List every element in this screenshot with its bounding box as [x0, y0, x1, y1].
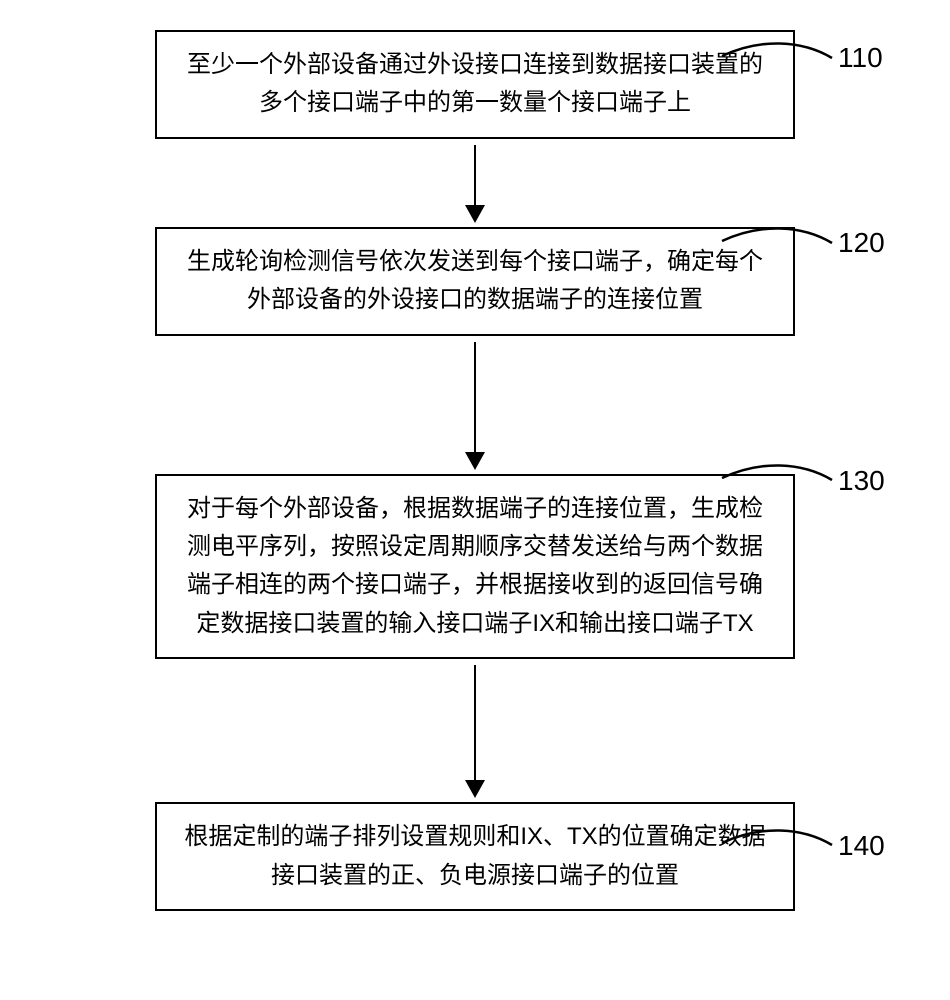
step-130-wrap: 对于每个外部设备，根据数据端子的连接位置，生成检测电平序列，按照设定周期顺序交替… [80, 474, 870, 803]
step-text: 至少一个外部设备通过外设接口连接到数据接口装置的多个接口端子中的第一数量个接口端… [187, 51, 763, 116]
label-110: 110 [838, 42, 883, 74]
step-110-wrap: 至少一个外部设备通过外设接口连接到数据接口装置的多个接口端子中的第一数量个接口端… [80, 30, 870, 227]
label-140: 140 [838, 830, 885, 862]
step-text: 根据定制的端子排列设置规则和IX、TX的位置确定数据接口装置的正、负电源接口端子… [184, 823, 765, 888]
step-text: 生成轮询检测信号依次发送到每个接口端子，确定每个外部设备的外设接口的数据端子的连… [187, 248, 763, 313]
arrow-head-icon [465, 780, 485, 798]
arrow-head-icon [465, 452, 485, 470]
arrow-head-icon [465, 205, 485, 223]
step-box-110: 至少一个外部设备通过外设接口连接到数据接口装置的多个接口端子中的第一数量个接口端… [155, 30, 795, 139]
flowchart-container: 至少一个外部设备通过外设接口连接到数据接口装置的多个接口端子中的第一数量个接口端… [80, 30, 870, 911]
arrow-130-140 [465, 665, 485, 798]
arrow-line [474, 665, 477, 780]
arrow-line [474, 342, 477, 452]
arrow-120-130 [465, 342, 485, 470]
step-text: 对于每个外部设备，根据数据端子的连接位置，生成检测电平序列，按照设定周期顺序交替… [187, 495, 763, 637]
label-130: 130 [838, 465, 885, 497]
step-120-wrap: 生成轮询检测信号依次发送到每个接口端子，确定每个外部设备的外设接口的数据端子的连… [80, 227, 870, 474]
arrow-110-120 [465, 145, 485, 223]
step-140-wrap: 根据定制的端子排列设置规则和IX、TX的位置确定数据接口装置的正、负电源接口端子… [80, 802, 870, 911]
label-120: 120 [838, 227, 885, 259]
step-box-120: 生成轮询检测信号依次发送到每个接口端子，确定每个外部设备的外设接口的数据端子的连… [155, 227, 795, 336]
step-box-130: 对于每个外部设备，根据数据端子的连接位置，生成检测电平序列，按照设定周期顺序交替… [155, 474, 795, 660]
step-box-140: 根据定制的端子排列设置规则和IX、TX的位置确定数据接口装置的正、负电源接口端子… [155, 802, 795, 911]
arrow-line [474, 145, 477, 205]
